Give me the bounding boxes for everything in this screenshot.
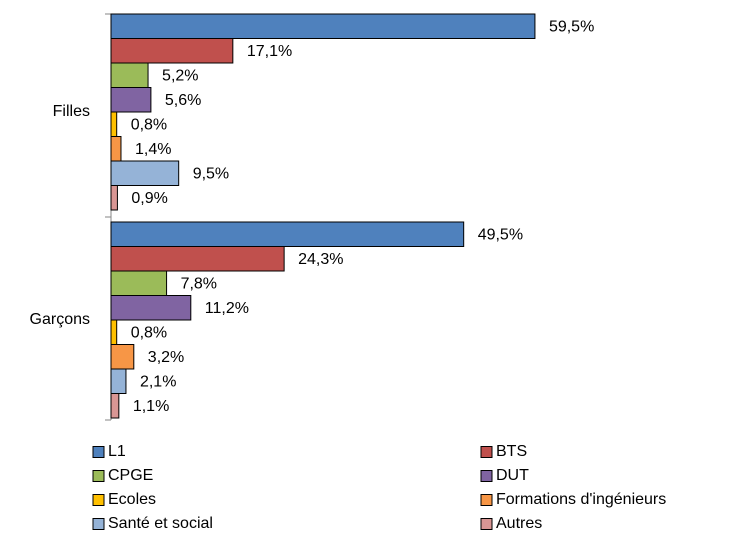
bar	[110, 246, 285, 272]
value-label: 24,3%	[298, 251, 343, 268]
legend-swatch	[480, 470, 493, 482]
bar	[110, 221, 465, 247]
legend-label: DUT	[496, 467, 529, 484]
bar	[110, 62, 149, 88]
bar	[110, 87, 152, 113]
legend-label: BTS	[496, 443, 527, 460]
legend-swatch	[92, 446, 105, 458]
bar	[110, 270, 168, 296]
legend-label: Autres	[496, 515, 542, 532]
legend-swatch	[480, 494, 493, 506]
legend-label: L1	[108, 443, 126, 460]
bar	[110, 319, 118, 345]
legend-swatch	[92, 518, 105, 530]
bar	[110, 111, 118, 137]
legend-label: Formations d'ingénieurs	[496, 491, 666, 508]
value-label: 5,2%	[162, 67, 198, 84]
value-label: 0,9%	[131, 190, 167, 207]
category-label: Filles	[53, 103, 90, 120]
value-label: 1,1%	[133, 398, 169, 415]
value-label: 9,5%	[193, 165, 229, 182]
value-label: 11,2%	[205, 300, 249, 317]
category-label: Garçons	[30, 311, 90, 328]
value-label: 5,6%	[165, 92, 201, 109]
legend-swatch	[480, 518, 493, 530]
bar	[110, 344, 135, 370]
value-label: 1,4%	[135, 141, 171, 158]
bar	[110, 160, 180, 186]
value-label: 7,8%	[181, 275, 217, 292]
value-label: 59,5%	[549, 18, 594, 35]
legend-swatch	[480, 446, 493, 458]
bar	[110, 393, 120, 419]
value-label: 3,2%	[148, 349, 184, 366]
value-label: 2,1%	[140, 373, 176, 390]
bar	[110, 295, 192, 321]
legend-swatch	[92, 494, 105, 506]
value-label: 0,8%	[131, 116, 167, 133]
legend-label: Santé et social	[108, 515, 213, 532]
value-label: 0,8%	[131, 324, 167, 341]
bar	[110, 368, 127, 394]
legend-swatch	[92, 470, 105, 482]
bar	[110, 136, 122, 162]
value-label: 17,1%	[247, 43, 292, 60]
legend-label: CPGE	[108, 467, 153, 484]
bar	[110, 185, 118, 211]
bar	[110, 13, 536, 39]
bar	[110, 38, 234, 64]
legend-label: Ecoles	[108, 491, 156, 508]
value-label: 49,5%	[478, 226, 523, 243]
